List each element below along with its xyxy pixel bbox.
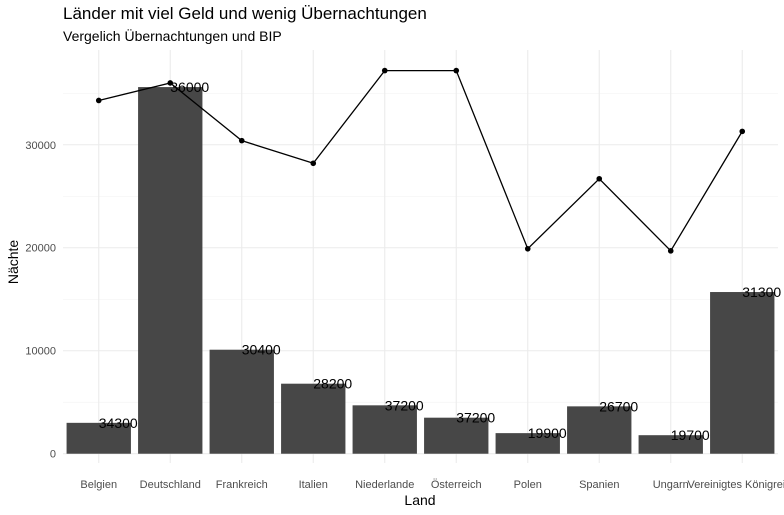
bar (424, 417, 489, 454)
y-tick-label: 10000 (25, 346, 56, 358)
line-point (739, 128, 746, 135)
data-label: 36000 (170, 79, 209, 95)
chart-subtitle: Vergelich Übernachtungen und BIP (63, 28, 282, 44)
x-tick-label: Deutschland (140, 479, 201, 491)
x-tick-label: Italien (299, 479, 328, 491)
line-point (667, 248, 674, 254)
data-label: 31300 (742, 284, 781, 300)
bar (281, 383, 346, 454)
x-tick-label: Vereinigtes Königreich (688, 479, 784, 491)
data-label: 19700 (671, 427, 710, 443)
line-point (524, 245, 531, 252)
bar (138, 87, 203, 454)
x-tick-label: Polen (514, 479, 542, 491)
line-point (453, 67, 460, 74)
data-label: 30400 (242, 342, 281, 358)
y-tick-label: 30000 (25, 140, 56, 152)
bar (352, 405, 417, 454)
data-label: 19900 (528, 425, 567, 441)
data-labels: 34300 36000 30400 28200 37200 37200 19900 26700… (99, 79, 782, 443)
line-point (310, 160, 317, 167)
data-label: 28200 (313, 376, 352, 392)
data-label: 34300 (99, 415, 138, 431)
data-label: 37200 (385, 397, 424, 413)
data-label: 37200 (456, 410, 495, 426)
line-series (95, 67, 746, 254)
bar (567, 406, 632, 454)
x-tick-label: Belgien (80, 479, 117, 491)
data-label: 26700 (599, 398, 638, 414)
series-line (98, 69, 743, 252)
x-tick-label: Spanien (579, 479, 619, 491)
line-point (167, 80, 174, 86)
chart-title: Länder mit viel Geld und wenig Übernacht… (63, 4, 427, 23)
bar (710, 292, 775, 454)
bar-series (66, 87, 775, 454)
x-tick-label: Ungarn (653, 479, 689, 491)
line-point (95, 97, 102, 104)
line-point (381, 67, 388, 74)
y-tick-labels: 0 10000 20000 30000 (25, 140, 56, 461)
y-tick-label: 0 (50, 449, 56, 461)
y-axis-title: Nächte (5, 240, 21, 285)
x-tick-label: Österreich (431, 479, 482, 491)
bar (66, 422, 131, 454)
line-point (596, 175, 603, 182)
bar (638, 435, 703, 454)
x-axis-title: Land (404, 492, 435, 508)
bar (495, 433, 560, 454)
x-tick-label: Niederlande (355, 479, 414, 491)
line-point (238, 137, 245, 144)
bar (209, 349, 274, 454)
x-tick-label: Frankreich (216, 479, 268, 491)
y-tick-label: 20000 (25, 243, 56, 255)
x-tick-labels: Belgien Deutschland Frankreich Italien Niede… (80, 479, 784, 491)
